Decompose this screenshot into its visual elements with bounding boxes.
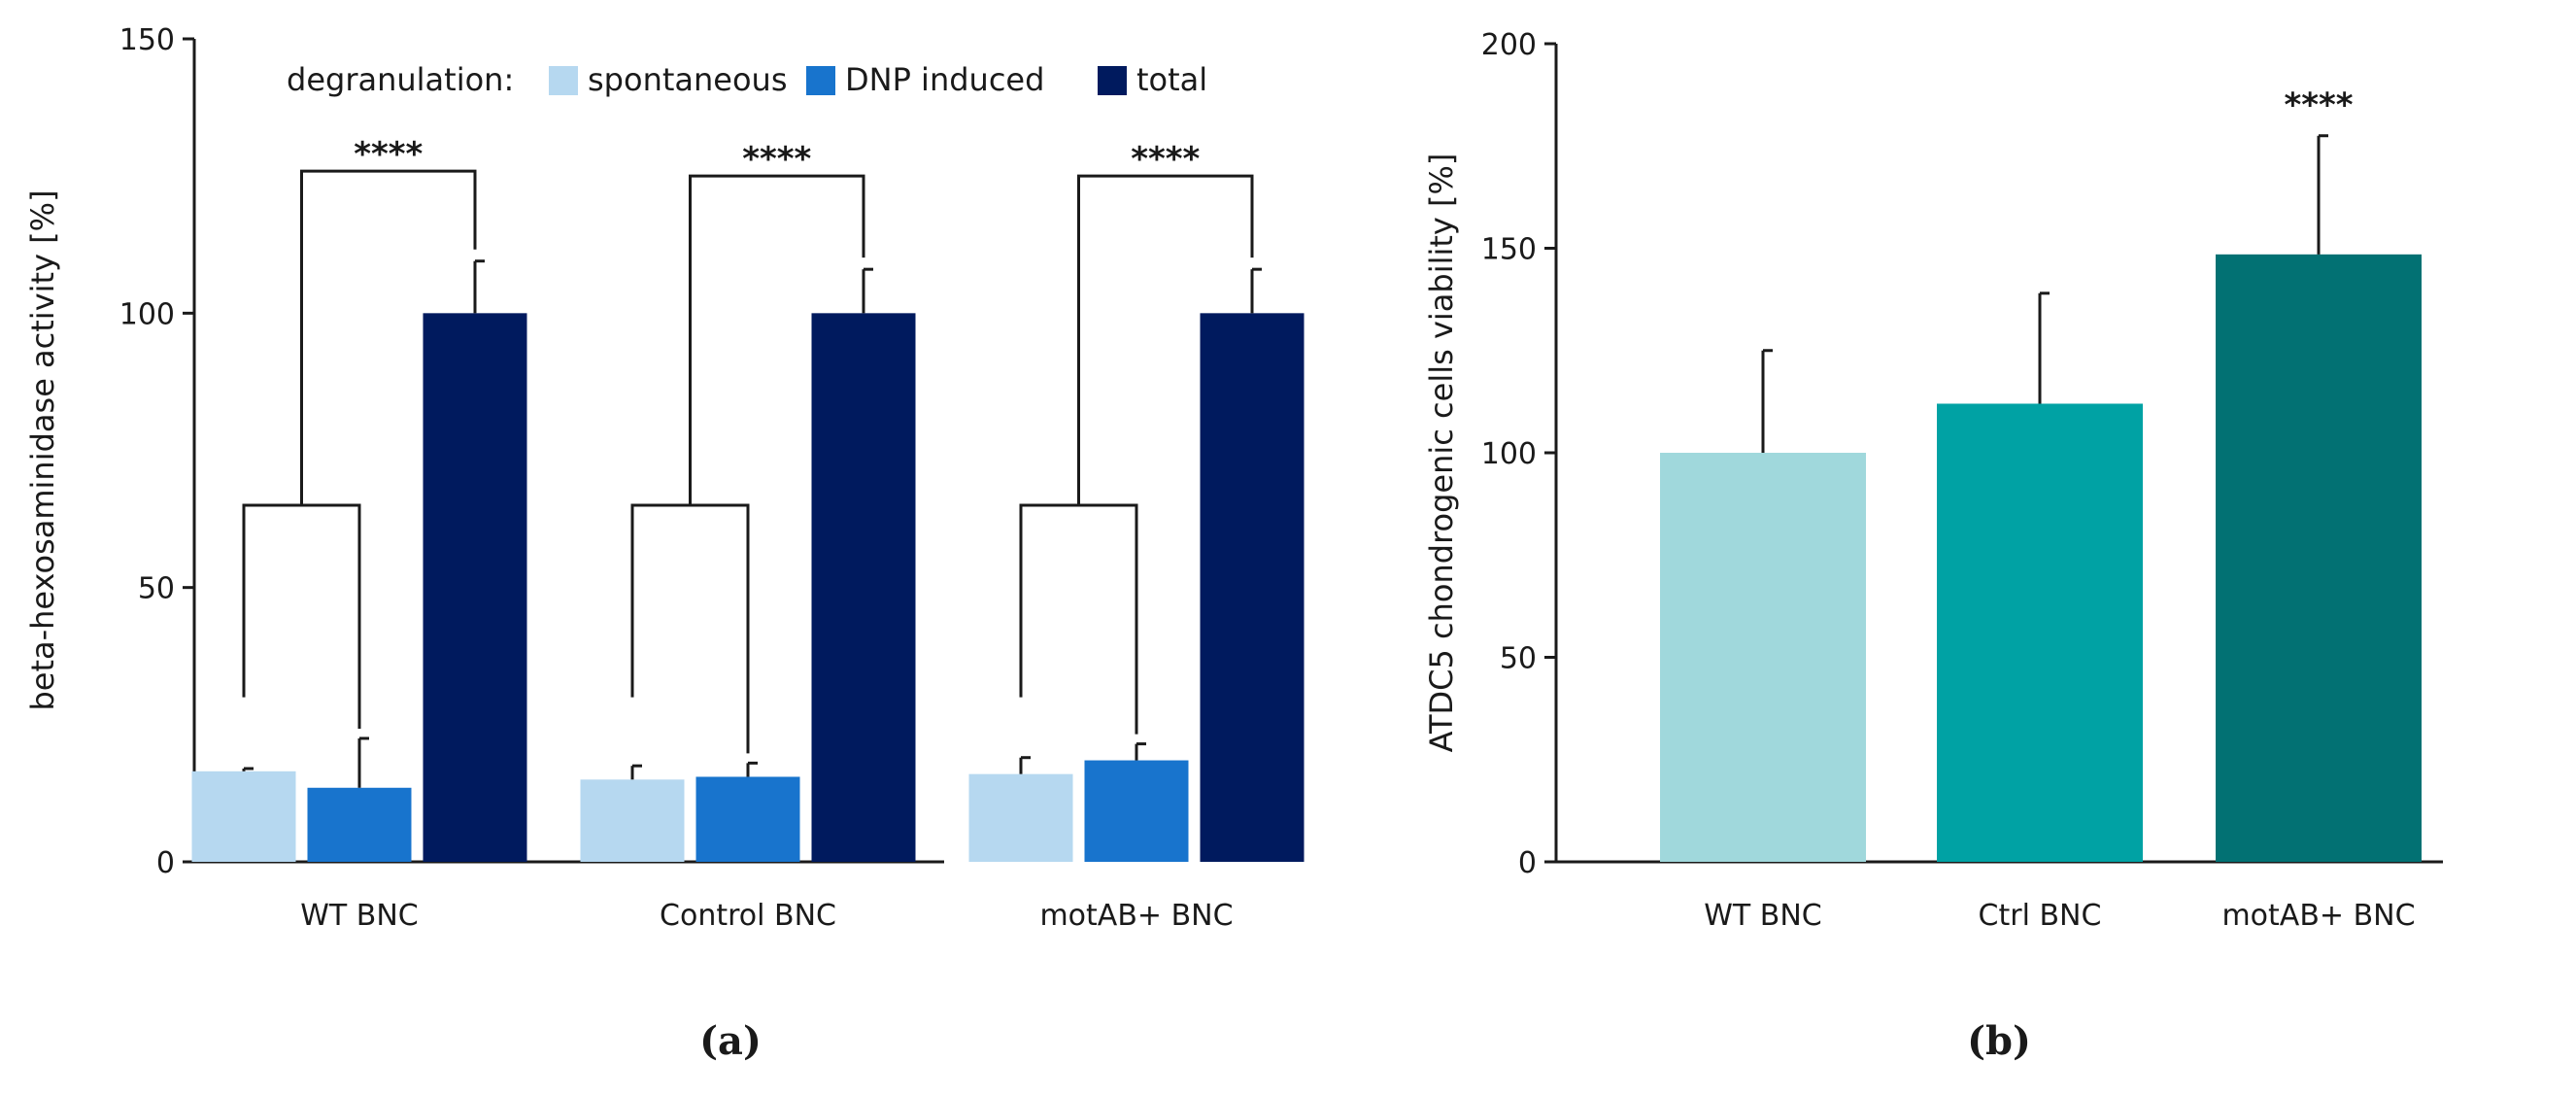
x-tick-label: motAB+ BNC: [2221, 899, 2415, 933]
x-tick-label: WT BNC: [1704, 899, 1822, 933]
significance-stars: ****: [2284, 86, 2353, 125]
x-tick-label: WT BNC: [300, 899, 419, 933]
significance-stars: ****: [742, 140, 811, 179]
panel-a-chart: 0 50 100 150 beta-hexosaminidase activity [%…: [24, 23, 1305, 1064]
y-tick-label: 150: [119, 23, 175, 57]
y-axis-title: ATDC5 chondrogenic cells viability [%]: [1423, 154, 1460, 753]
y-axis-title: beta-hexosaminidase activity [%]: [24, 189, 61, 710]
legend-title: degranulation:: [287, 61, 514, 98]
significance-bracket-upper: [689, 174, 865, 505]
x-tick-label: Ctrl BNC: [1979, 899, 2102, 933]
significance-stars: ****: [1131, 140, 1200, 179]
legend-entry: total: [1136, 61, 1207, 98]
bar-total: [1200, 313, 1305, 862]
significance-stars: ****: [354, 135, 423, 174]
y-tick-label: 50: [1500, 642, 1537, 676]
bar-total: [423, 313, 527, 862]
significance-bracket-upper: [1077, 174, 1254, 505]
legend-swatch: [1098, 66, 1127, 95]
bar-ctrl-bnc: [1937, 403, 2143, 862]
bar-spontaneous: [580, 779, 685, 862]
significance-bracket-lower: [630, 503, 750, 754]
y-tick-label: 100: [1481, 437, 1537, 471]
y-tick-label: 200: [1481, 28, 1537, 62]
y-tick-label: 0: [1518, 846, 1537, 880]
legend-entry: DNP induced: [845, 61, 1044, 98]
significance-bracket-upper: [300, 169, 477, 505]
y-tick-label: 50: [138, 572, 175, 606]
panel-label-a: (a): [699, 1018, 762, 1064]
significance-bracket-lower: [242, 503, 361, 729]
bar-dnp-induced: [695, 776, 800, 862]
panel-label-b: (b): [1967, 1018, 2031, 1064]
bar-dnp-induced: [1084, 760, 1189, 862]
legend-swatch: [549, 66, 578, 95]
x-tick-label: motAB+ BNC: [1039, 899, 1233, 933]
panel-b-chart: 0 50 100 150 200 ATDC5 chondrogenic cells via…: [1423, 28, 2443, 1064]
bar-wt-bnc: [1660, 453, 1866, 862]
x-tick-label: Control BNC: [660, 899, 836, 933]
y-tick-label: 150: [1481, 233, 1537, 267]
legend-entry: spontaneous: [588, 61, 788, 98]
bar-total: [811, 313, 916, 862]
y-tick-label: 100: [119, 297, 175, 331]
bar-dnp-induced: [307, 787, 412, 862]
bar-spontaneous: [191, 771, 296, 862]
bar-spontaneous: [968, 773, 1073, 862]
significance-bracket-lower: [1019, 503, 1138, 735]
bar-motabplus-bnc: [2216, 254, 2422, 862]
legend-swatch: [806, 66, 835, 95]
y-tick-label: 0: [156, 846, 175, 880]
